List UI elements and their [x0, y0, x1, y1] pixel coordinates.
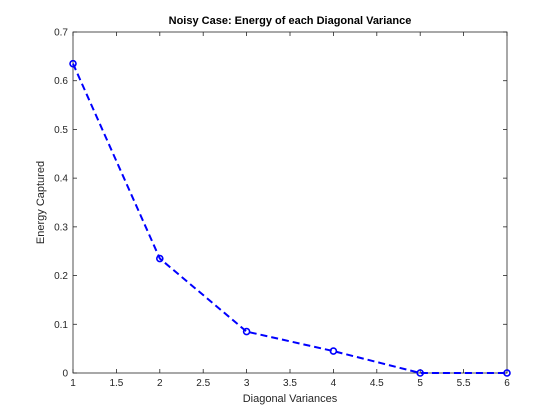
- x-tick-label: 6: [504, 378, 510, 389]
- x-tick-label: 2: [157, 378, 163, 389]
- chart-title: Noisy Case: Energy of each Diagonal Vari…: [169, 15, 412, 27]
- y-tick-label: 0.1: [54, 320, 68, 331]
- data-point: [503, 369, 511, 377]
- data-point: [156, 254, 164, 263]
- x-tick-label: 2.5: [196, 378, 210, 389]
- data-point: [242, 327, 251, 336]
- y-tick-label: 0.5: [54, 125, 68, 136]
- x-tick-label: 3: [244, 378, 250, 389]
- x-tick-label: 1.5: [109, 378, 123, 389]
- data-point: [329, 347, 338, 355]
- axis-ticks: 1 1.5 2 2.5 3 3.5 4 4.5 5 5.5 6 0 0.1 0.2 0.3 0.4 0.5 0.6…: [54, 28, 510, 390]
- y-axis-label: Energy Captured: [35, 161, 47, 244]
- data-point: [69, 59, 77, 68]
- x-tick-label: 4.5: [370, 378, 384, 389]
- y-tick-label: 0.2: [54, 271, 68, 282]
- data-point: [416, 369, 425, 377]
- y-tick-label: 0.6: [54, 76, 68, 87]
- x-tick-label: 3.5: [283, 378, 297, 389]
- x-tick-label: 1: [70, 378, 76, 389]
- plot-area: [72, 31, 508, 374]
- series-group: [69, 59, 511, 377]
- y-tick-label: 0: [62, 369, 68, 380]
- x-axis-label: Diagonal Variances: [243, 393, 338, 405]
- x-tick-label: 5.5: [457, 378, 471, 389]
- y-tick-label: 0.3: [54, 222, 68, 233]
- x-tick-label: 4: [331, 378, 337, 389]
- y-tick-label: 0.4: [54, 174, 68, 185]
- y-tick-label: 0.7: [54, 28, 68, 39]
- series-line: [72, 63, 507, 374]
- x-tick-label: 5: [417, 378, 423, 389]
